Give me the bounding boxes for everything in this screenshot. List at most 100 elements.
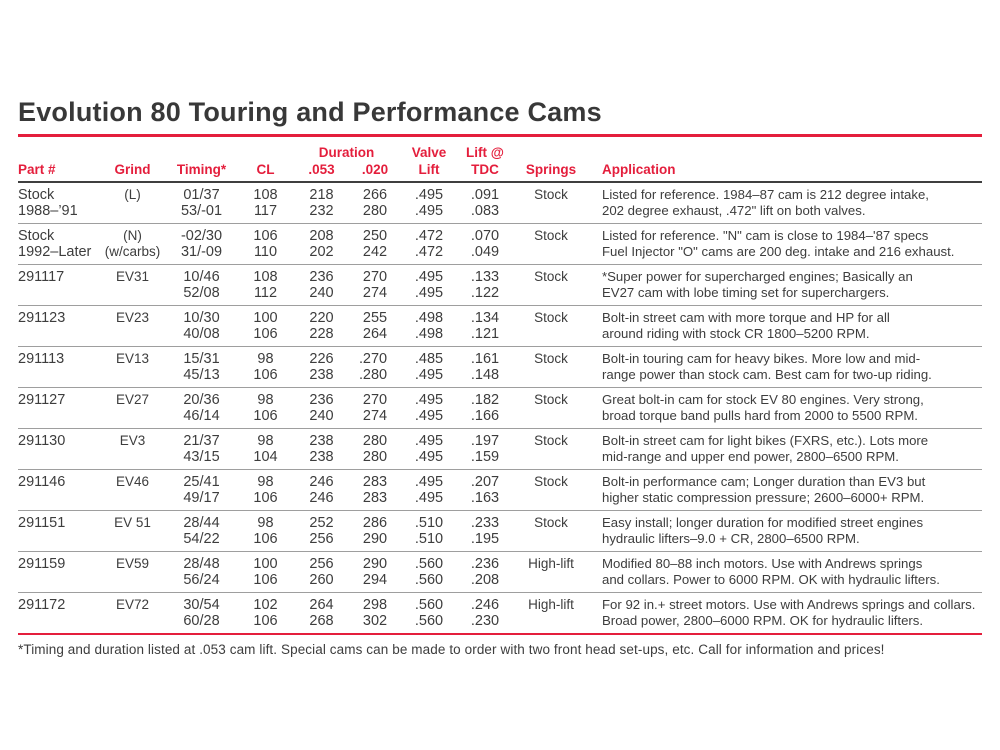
cell-grind: EV13: [115, 351, 150, 366]
cell-cl: 100 106: [253, 310, 278, 342]
cell-duration-053: 264 268: [309, 597, 334, 629]
cell-valve-lift: .485 .495: [414, 351, 444, 383]
cell-timing: 10/46 52/08: [183, 269, 220, 301]
cell-springs: Stock: [534, 351, 568, 366]
cell-springs: Stock: [534, 515, 568, 530]
cell-application: Bolt-in touring cam for heavy bikes. Mor…: [602, 351, 932, 382]
cell-duration-020: 283 283: [362, 474, 388, 506]
table-row: Stock 1988–’91 (L) 01/37 53/-01 108 117 …: [18, 183, 982, 224]
cell-grind: (N) (w/carbs): [104, 228, 161, 259]
cell-part-number: Stock 1988–’91: [18, 187, 78, 219]
table-row: 291159 EV59 28/48 56/24 100 106 256 260 …: [18, 552, 982, 593]
title-rule: [18, 134, 982, 137]
header-application: Application: [602, 161, 676, 177]
cell-application: Modified 80–88 inch motors. Use with And…: [602, 556, 940, 587]
cell-cl: 100 106: [253, 556, 278, 588]
cell-part-number: Stock 1992–Later: [18, 228, 92, 260]
cell-valve-lift: .510 .510: [414, 515, 444, 547]
table-bottom-rule: [18, 632, 982, 635]
cell-valve-lift: .495 .495: [414, 269, 444, 301]
cell-duration-020: 266 280: [362, 187, 388, 219]
cell-part-number: 291151: [18, 515, 66, 531]
header-duration-053: .053: [308, 161, 335, 177]
cell-timing: 28/44 54/22: [183, 515, 220, 547]
cell-duration-053: 252 256: [309, 515, 334, 547]
cell-part-number: 291172: [18, 597, 66, 613]
cell-duration-053: 236 240: [309, 392, 334, 424]
cell-part-number: 291123: [18, 310, 66, 326]
cell-grind: EV23: [115, 310, 150, 325]
cell-part-number: 291146: [18, 474, 66, 490]
table-row: 291172 EV72 30/54 60/28 102 106 264 268 …: [18, 593, 982, 633]
cell-timing: 28/48 56/24: [183, 556, 220, 588]
table-row: 291151 EV 51 28/44 54/22 98 106 252 256 …: [18, 511, 982, 552]
cell-duration-053: 246 246: [309, 474, 334, 506]
page-title: Evolution 80 Touring and Performance Cam…: [18, 97, 602, 127]
header-duration: Duration: [318, 144, 375, 160]
cell-lift-at-tdc: .207 .163: [470, 474, 500, 506]
table-row: 291113 EV13 15/31 45/13 98 106 226 238 .…: [18, 347, 982, 388]
cell-duration-020: 298 302: [362, 597, 388, 629]
cell-duration-020: 250 242: [362, 228, 388, 260]
table-row: 291123 EV23 10/30 40/08 100 106 220 228 …: [18, 306, 982, 347]
header-lift-at-tdc-line2: TDC: [471, 161, 499, 177]
cell-lift-at-tdc: .070 .049: [470, 228, 500, 260]
cell-timing: 30/54 60/28: [183, 597, 220, 629]
cell-timing: -02/30 31/-09: [180, 228, 223, 260]
table-row: 291117 EV31 10/46 52/08 108 112 236 240 …: [18, 265, 982, 306]
cell-valve-lift: .495 .495: [414, 187, 444, 219]
cell-cl: 98 106: [253, 392, 278, 424]
cell-grind: EV46: [115, 474, 150, 489]
cell-duration-053: 218 232: [309, 187, 334, 219]
cell-lift-at-tdc: .246 .230: [470, 597, 500, 629]
cell-duration-020: 255 264: [362, 310, 388, 342]
cell-springs: Stock: [534, 474, 568, 489]
cell-springs: Stock: [534, 228, 568, 243]
cell-duration-053: 208 202: [309, 228, 334, 260]
table-row: 291130 EV3 21/37 43/15 98 104 238 238 28…: [18, 429, 982, 470]
table-row: Stock 1992–Later (N) (w/carbs) -02/30 31…: [18, 224, 982, 265]
cell-duration-020: 286 290: [362, 515, 388, 547]
cell-application: Easy install; longer duration for modifi…: [602, 515, 924, 546]
header-cl: CL: [256, 161, 275, 177]
cell-duration-020: 270 280: [362, 351, 388, 383]
cell-timing: 10/30 40/08: [183, 310, 220, 342]
table-body: Stock 1988–’91 (L) 01/37 53/-01 108 117 …: [18, 183, 982, 633]
cell-valve-lift: .495 .495: [414, 392, 444, 424]
cell-grind: EV72: [115, 597, 150, 612]
cell-application: Bolt-in street cam for light bikes (FXRS…: [602, 433, 929, 464]
scan-artifact-dots: . .: [358, 351, 363, 383]
cell-duration-020: 270 274: [362, 269, 388, 301]
cell-grind: EV3: [119, 433, 146, 448]
table-sheet: Evolution 80 Touring and Performance Cam…: [18, 0, 982, 657]
table-header: Part # Grind Timing* CL Duration .053 .0…: [18, 144, 982, 183]
cell-application: *Super power for supercharged engines; B…: [602, 269, 913, 300]
cell-springs: High-lift: [528, 597, 574, 612]
cell-grind: EV27: [115, 392, 150, 407]
cell-part-number: 291159: [18, 556, 66, 572]
cell-cl: 98 104: [253, 433, 278, 465]
cell-duration-020: 290 294: [362, 556, 388, 588]
cell-application: For 92 in.+ street motors. Use with Andr…: [602, 597, 976, 628]
cell-duration-020: 270 274: [362, 392, 388, 424]
header-valve-lift-line1: Valve: [411, 144, 447, 160]
cell-application: Great bolt-in cam for stock EV 80 engine…: [602, 392, 924, 423]
cell-valve-lift: .560 .560: [414, 556, 444, 588]
cell-lift-at-tdc: .161 .148: [470, 351, 500, 383]
cell-duration-053: 236 240: [309, 269, 334, 301]
cell-cl: 106 110: [253, 228, 278, 260]
cell-cl: 98 106: [253, 515, 278, 547]
cell-application: Bolt-in performance cam; Longer duration…: [602, 474, 926, 505]
cell-part-number: 291117: [18, 269, 65, 285]
cell-springs: Stock: [534, 269, 568, 284]
cell-timing: 25/41 49/17: [183, 474, 220, 506]
cell-timing: 01/37 53/-01: [180, 187, 223, 219]
cell-lift-at-tdc: .134 .121: [470, 310, 500, 342]
cell-timing: 20/36 46/14: [183, 392, 220, 424]
cell-cl: 98 106: [253, 474, 278, 506]
cell-springs: Stock: [534, 392, 568, 407]
header-lift-at-tdc-line1: Lift @: [466, 144, 504, 160]
table-row: 291127 EV27 20/36 46/14 98 106 236 240 2…: [18, 388, 982, 429]
cell-cl: 102 106: [253, 597, 278, 629]
